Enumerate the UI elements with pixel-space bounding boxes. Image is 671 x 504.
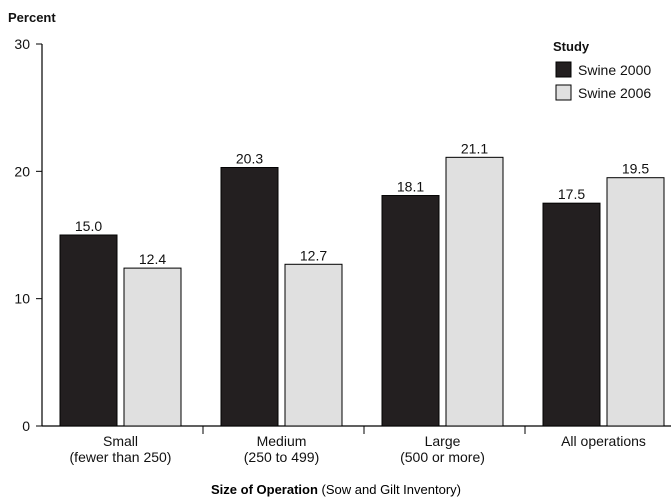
data-label: 20.3 <box>236 151 263 167</box>
bar-swine-2000 <box>59 234 118 427</box>
data-label: 17.5 <box>558 186 585 202</box>
x-axis-label-sub: (Sow and Gilt Inventory) <box>318 482 461 497</box>
y-tick-label: 10 <box>14 291 30 307</box>
y-tick-label: 20 <box>14 163 30 179</box>
legend-entry: Swine 2006 <box>578 85 651 101</box>
legend-swatch <box>555 84 572 101</box>
category-sublabel: (fewer than 250) <box>70 449 172 465</box>
legend-swatch <box>555 61 572 78</box>
category-sublabel: (250 to 499) <box>244 449 320 465</box>
bar-swine-2006 <box>606 177 665 427</box>
data-label: 18.1 <box>397 179 424 195</box>
x-axis-label: Size of Operation (Sow and Gilt Inventor… <box>211 482 461 497</box>
bar-swine-2006 <box>284 263 343 427</box>
bar-swine-2000 <box>220 167 279 427</box>
data-label: 12.4 <box>139 251 166 267</box>
bar-swine-2000 <box>381 195 440 427</box>
y-axis: 0 10 20 30 <box>14 36 43 434</box>
bar-swine-2000 <box>542 202 601 427</box>
y-axis-label: Percent <box>8 10 56 25</box>
legend-entry: Swine 2000 <box>578 62 651 78</box>
x-axis-label-main: Size of Operation <box>211 482 318 497</box>
data-label: 12.7 <box>300 247 327 263</box>
category-label: All operations <box>561 433 646 449</box>
bar-swine-2006 <box>123 267 182 427</box>
y-tick-label: 0 <box>22 418 30 434</box>
data-label: 21.1 <box>461 140 488 156</box>
bars: 15.0 12.4 20.3 12.7 18.1 21.1 17.5 19.5 <box>59 140 665 427</box>
y-tick-label: 30 <box>14 36 30 52</box>
data-label: 19.5 <box>622 161 649 177</box>
category-label: Small <box>103 433 138 449</box>
category-sublabel: (500 or more) <box>400 449 485 465</box>
data-label: 15.0 <box>75 218 102 234</box>
bar-swine-2006 <box>445 156 504 427</box>
category-label: Large <box>425 433 461 449</box>
legend-title: Study <box>553 39 590 54</box>
legend: Study Swine 2000 Swine 2006 <box>553 39 651 101</box>
category-label: Medium <box>257 433 307 449</box>
category-labels: Small(fewer than 250) Medium(250 to 499) L… <box>70 433 646 465</box>
